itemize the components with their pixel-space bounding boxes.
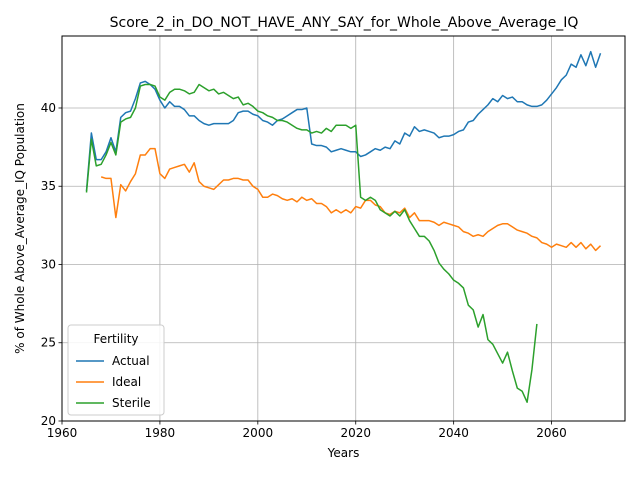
y-tick-label: 20 — [41, 414, 56, 428]
x-tick-label: 2060 — [536, 426, 567, 440]
axis-ticks: 1960 1980 2000 2020 2040 2060 20 25 30 35 40 — [41, 101, 567, 440]
series-line-ideal — [100, 147, 602, 252]
x-tick-label: 2000 — [243, 426, 274, 440]
x-axis-label: Years — [327, 446, 360, 460]
series-lines — [85, 50, 602, 403]
series-line-sterile — [85, 83, 538, 403]
y-tick-label: 40 — [41, 101, 56, 115]
axes-frame — [61, 35, 626, 422]
chart-title: Score_2_in_DO_NOT_HAVE_ANY_SAY_for_Whole… — [110, 15, 579, 31]
x-tick-label: 2020 — [340, 426, 371, 440]
y-tick-label: 35 — [41, 179, 56, 193]
legend-label: Sterile — [112, 396, 151, 410]
legend-items: Actual Ideal Sterile — [76, 354, 151, 410]
legend: Fertility Actual Ideal Sterile — [67, 324, 165, 416]
y-tick-label: 30 — [41, 257, 56, 271]
y-tick-label: 25 — [41, 336, 56, 350]
x-tick-label: 2040 — [438, 426, 469, 440]
legend-label: Ideal — [112, 375, 141, 389]
legend-title: Fertility — [93, 332, 138, 346]
x-tick-label: 1960 — [47, 426, 78, 440]
series-line-actual — [85, 50, 602, 192]
y-axis-label: % of Whole Above_Average_IQ Population — [13, 103, 27, 354]
legend-label: Actual — [112, 354, 150, 368]
legend-box — [67, 324, 165, 416]
x-tick-label: 1980 — [145, 426, 176, 440]
